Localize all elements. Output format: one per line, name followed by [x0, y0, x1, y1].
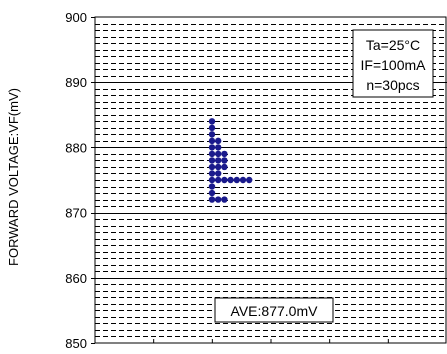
data-point [208, 170, 216, 177]
data-point [208, 176, 216, 184]
data-point [208, 163, 216, 171]
data-point [215, 144, 222, 151]
data-point [208, 131, 216, 138]
data-point [215, 163, 222, 171]
y-tick-label: 860 [65, 271, 87, 286]
data-point [221, 163, 228, 171]
data-point [246, 176, 253, 184]
data-point [208, 157, 216, 164]
y-tick-label: 890 [65, 75, 87, 90]
data-point [239, 176, 247, 184]
data-point [221, 196, 228, 203]
data-point [227, 176, 234, 184]
data-point [208, 137, 216, 145]
y-tick-label: 900 [65, 10, 87, 25]
x-axis-ticks [153, 339, 389, 343]
y-tick-label: 850 [65, 336, 87, 351]
data-point [233, 176, 240, 184]
grid-lines [95, 24, 447, 337]
data-point [215, 137, 222, 145]
average-label: AVE:877.0mV [231, 303, 319, 319]
average-box-frame [214, 297, 334, 323]
data-point [215, 196, 222, 203]
conditions-box-frame [352, 29, 434, 98]
data-point [208, 196, 216, 203]
data-point [208, 124, 216, 132]
data-point [215, 150, 222, 158]
data-point [215, 176, 222, 184]
conditions-box: Ta=25°C IF=100mA n=30pcs [352, 29, 434, 98]
data-point [208, 150, 216, 158]
data-point [221, 176, 228, 184]
average-box: AVE:877.0mV [214, 297, 334, 323]
y-tick-label: 880 [65, 140, 87, 155]
condition-temperature: Ta=25°C [366, 37, 420, 53]
data-points [208, 118, 253, 203]
data-point [208, 189, 216, 197]
y-axis-ticks: 850 860 870 880 890 900 [65, 10, 95, 351]
condition-sample-count: n=30pcs [366, 77, 419, 93]
y-tick-label: 870 [65, 206, 87, 221]
y-axis-label: FORWARD VOLTAGE:VF(mV) [6, 88, 21, 266]
data-point [215, 157, 222, 164]
data-point [208, 183, 216, 190]
data-point [208, 144, 216, 151]
condition-current: IF=100mA [361, 57, 427, 73]
data-point [221, 157, 228, 164]
data-point [221, 150, 228, 158]
data-point [208, 118, 216, 125]
data-point [215, 170, 222, 177]
